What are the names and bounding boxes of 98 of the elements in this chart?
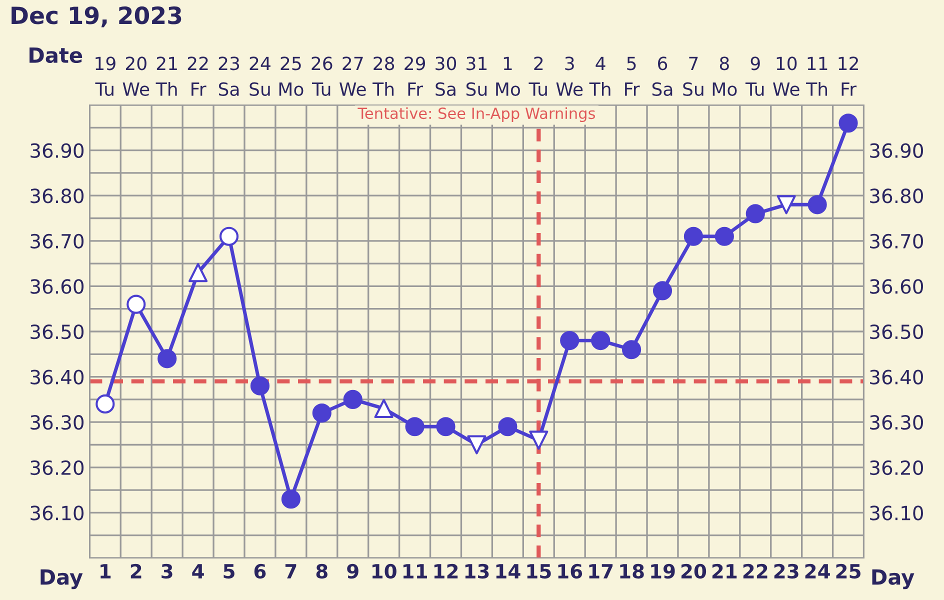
point (838, 114, 858, 133)
x2-tick-label: 10 We (773, 56, 800, 96)
x2-tick-label: 20 We (122, 56, 150, 96)
x2-tick-label: 9 Tu (745, 56, 764, 96)
x-tick-label: 16 (558, 564, 582, 579)
x-tick-label: 14 (496, 564, 520, 578)
point (746, 204, 765, 224)
x-tick-label: 7 (285, 564, 296, 578)
point (684, 226, 704, 246)
point (560, 331, 580, 350)
y2-tick-label: 36.30 (870, 415, 923, 430)
point (808, 195, 827, 214)
y2-tick-label: 36.60 (870, 279, 923, 294)
x2-tick-label: 30 Sa (436, 56, 456, 96)
y2-tick-label: 36.40 (870, 370, 923, 384)
x2-tick-label: 8 Mo (712, 56, 737, 96)
x2-tick-label: 31 Su (466, 56, 487, 96)
x-tick-label: 15 (527, 564, 551, 579)
point (219, 226, 239, 246)
point (436, 417, 456, 436)
y-tick-label: 36.80 (30, 188, 84, 204)
point (250, 376, 270, 396)
y-tick-label: 36.50 (30, 324, 84, 340)
x2-axis-title: Date (30, 48, 82, 64)
x-tick-label: 1 (100, 564, 111, 578)
x2-tick-label: 19 Tu (95, 56, 116, 96)
x2-tick-label: 3 We (556, 56, 583, 96)
point (405, 417, 424, 436)
x-axis-title: Day (40, 569, 83, 590)
x2-tick-label: 23 Sa (218, 56, 240, 96)
y-tick-label: 36.30 (30, 415, 84, 430)
x2-tick-label: 26 Tu (312, 56, 332, 96)
x-tick-label: 11 (403, 564, 427, 578)
y-tick-label: 36.20 (30, 460, 84, 476)
y-tick-label: 36.90 (30, 143, 84, 158)
x2-tick-label: 11 Th (806, 56, 828, 96)
point (714, 226, 734, 246)
y2-tick-label: 36.50 (870, 324, 923, 340)
y-tick-label: 36.10 (30, 506, 84, 520)
x2-tick-label: 4 Th (589, 56, 610, 96)
x-tick-label: 22 (743, 564, 768, 578)
x-tick-label: 5 (224, 564, 234, 579)
point (374, 398, 394, 418)
point (529, 430, 548, 450)
x-tick-label: 13 (465, 564, 489, 579)
point (126, 294, 146, 314)
point (652, 281, 672, 300)
x-tick-label: 23 (774, 564, 798, 579)
x2-tick-label: 2 Tu (528, 56, 547, 96)
x2-tick-label: 1 Mo (496, 56, 520, 96)
point (467, 435, 486, 454)
x2-tick-label: 29 Fr (404, 56, 426, 96)
x2-tick-label: 22 Fr (188, 56, 208, 96)
x-tick-label: 4 (192, 564, 204, 578)
point (312, 403, 332, 423)
point (281, 490, 300, 509)
x-tick-label: 21 (712, 564, 737, 578)
x-tick-label: 9 (347, 564, 358, 579)
x-tick-label: 10 (372, 564, 396, 579)
annotation: Tentative: See In-App Warnings (358, 107, 595, 122)
x-tick-label: 20 (681, 564, 706, 579)
y2-tick-label: 36.10 (870, 506, 923, 520)
x2-tick-label: 24 Su (250, 56, 270, 96)
x2-tick-label: 28 Th (372, 56, 394, 96)
y-tick-label: 36.40 (30, 370, 84, 384)
x2-tick-label: 27 We (340, 56, 366, 96)
text: Day (872, 569, 914, 590)
x2-tick-label: 25 Mo (279, 56, 304, 96)
y2-tick-label: 36.20 (870, 460, 923, 476)
point (343, 390, 362, 409)
x-tick-label: 19 (651, 564, 675, 579)
point (96, 394, 115, 414)
y-tick-label: 36.70 (30, 234, 84, 249)
x-tick-label: 6 (254, 564, 266, 579)
x-tick-label: 18 (620, 564, 644, 579)
y-tick-label: 36.60 (30, 279, 84, 294)
x-tick-label: 12 (434, 564, 458, 578)
point (776, 195, 796, 214)
point (188, 263, 208, 282)
point (498, 417, 518, 436)
x2-tick-label: 12 Fr (838, 56, 858, 96)
x-tick-label: 8 (316, 564, 328, 579)
x-tick-label: 2 (130, 564, 142, 578)
chart-title: Dec 19, 2023 (12, 6, 182, 28)
x2-tick-label: 6 Sa (652, 56, 672, 96)
point (622, 340, 642, 360)
x2-tick-label: 7 Su (683, 56, 704, 96)
x-tick-label: 25 (836, 564, 860, 579)
x2-tick-label: 21 Th (156, 56, 177, 96)
y2-tick-label: 36.90 (870, 143, 923, 158)
x2-tick-label: 5 Fr (625, 56, 640, 96)
x-tick-label: 24 (805, 564, 830, 578)
y2-tick-label: 36.70 (870, 234, 923, 249)
x-tick-label: 3 (162, 564, 172, 579)
point (158, 349, 177, 368)
x-tick-label: 17 (589, 564, 613, 578)
y2-tick-label: 36.80 (870, 188, 923, 204)
point (591, 331, 610, 350)
